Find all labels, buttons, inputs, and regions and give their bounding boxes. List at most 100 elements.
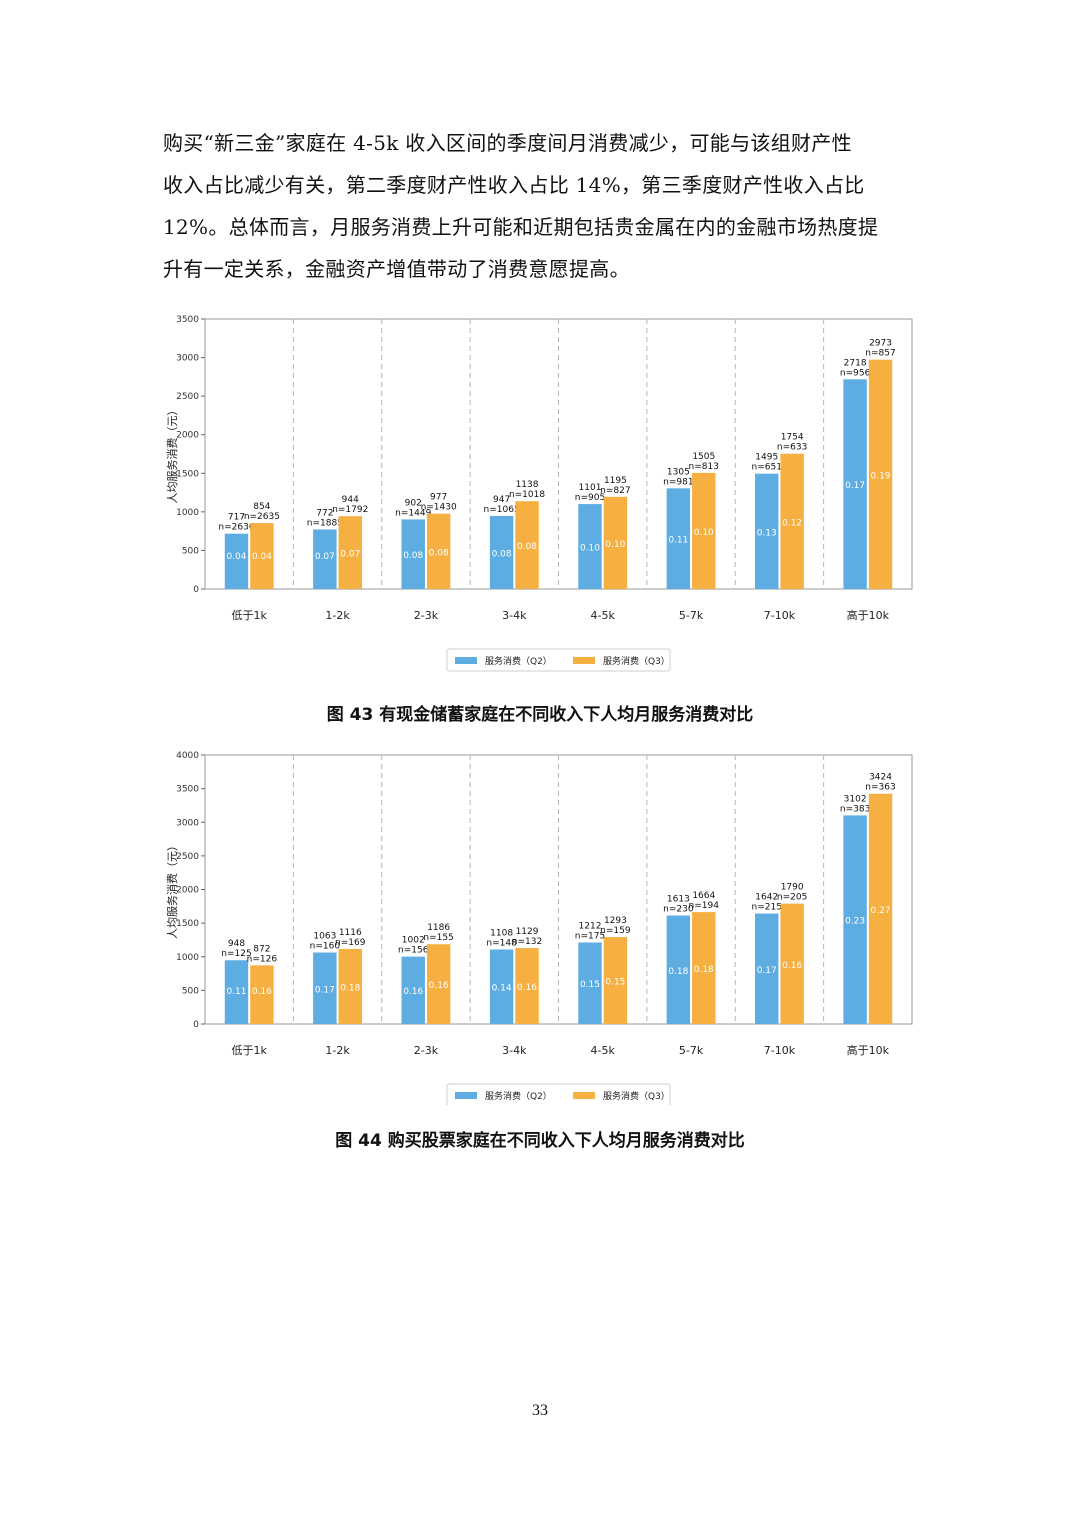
bar-value-label: 1293: [604, 916, 627, 926]
bar-value-label: 1002: [402, 936, 425, 946]
bar-value-label: 1664: [692, 891, 715, 901]
bar-ratio-label: 0.17: [757, 966, 777, 976]
bar-ratio-label: 0.17: [845, 481, 865, 491]
bar: [338, 516, 362, 589]
bar-value-label: 772: [316, 508, 333, 518]
legend-label: 服务消费（Q3）: [603, 655, 670, 667]
bar: [489, 515, 514, 589]
bar-n-label: n=383: [840, 804, 870, 814]
bar-value-label: 977: [430, 493, 447, 503]
y-tick-label: 500: [182, 546, 199, 556]
bar-n-label: n=132: [512, 937, 542, 947]
x-tick-label: 高于10k: [847, 608, 890, 622]
bar-ratio-label: 0.19: [870, 471, 890, 481]
bar-value-label: 948: [228, 939, 245, 949]
bar: [489, 949, 514, 1024]
bar-n-label: n=215: [752, 903, 782, 913]
bar-n-label: n=1430: [421, 503, 457, 513]
y-tick-label: 1000: [176, 953, 199, 963]
bar-ratio-label: 0.07: [340, 550, 360, 560]
figure-caption: 图 43 有现金储蓄家庭在不同收入下人均月服务消费对比: [326, 705, 754, 725]
bar-ratio-label: 0.16: [782, 961, 802, 971]
bar-ratio-label: 0.08: [403, 551, 423, 561]
bar-n-label: n=813: [689, 462, 719, 472]
bar-ratio-label: 0.16: [517, 983, 537, 993]
bar-value-label: 1063: [313, 932, 336, 942]
bar-n-label: n=1792: [332, 505, 368, 515]
y-tick-label: 2000: [176, 431, 199, 441]
bar-ratio-label: 0.10: [694, 528, 714, 538]
bar-ratio-label: 0.07: [315, 552, 335, 562]
y-tick-label: 1500: [176, 919, 199, 929]
bar-n-label: n=2636: [218, 523, 254, 533]
x-tick-label: 3-4k: [502, 1044, 527, 1057]
bar: [868, 359, 893, 589]
bar-ratio-label: 0.13: [757, 528, 777, 538]
y-axis-label: 人均服务消费（元）: [165, 405, 179, 504]
bar-n-label: n=230: [663, 905, 694, 915]
paragraph-line: 12%。总体而言，月服务消费上升可能和近期包括贵金属在内的金融市场热度提: [163, 215, 879, 239]
bar-n-label: n=205: [777, 893, 807, 903]
legend-swatch: [573, 1092, 595, 1099]
bar-n-label: n=651: [752, 463, 782, 473]
legend-box: [446, 1083, 671, 1105]
bar-ratio-label: 0.23: [845, 917, 865, 927]
bar-value-label: 1195: [604, 476, 627, 486]
x-tick-label: 高于10k: [847, 1043, 890, 1057]
y-axis-label: 人均服务消费（元）: [165, 840, 179, 939]
bar-n-label: n=126: [247, 954, 278, 964]
bar-value-label: 2718: [844, 358, 867, 368]
bar: [755, 913, 779, 1024]
x-tick-label: 低于1k: [232, 609, 268, 622]
bar-value-label: 1305: [667, 467, 690, 477]
bar: [780, 453, 804, 589]
bar: [401, 519, 425, 589]
bar-value-label: 3102: [844, 794, 867, 804]
bar: [578, 942, 602, 1024]
y-tick-label: 4000: [176, 751, 199, 761]
bar-n-label: n=125: [221, 949, 251, 959]
x-tick-label: 4-5k: [591, 609, 616, 622]
y-tick-label: 3000: [176, 354, 199, 364]
bar-n-label: n=194: [689, 901, 720, 911]
bar-n-label: n=160: [310, 942, 341, 952]
bar-value-label: 1613: [667, 895, 690, 905]
chart-svg: 0 500 1000 1500 2000 2500 3000 3500 4000 人均服务消费（元…: [165, 751, 913, 1105]
bar-n-label: n=159: [600, 926, 631, 936]
bar-n-label: n=633: [777, 443, 807, 453]
paragraph-line: 购买“新三金”家庭在 4-5k 收入区间的季度间月消费减少，可能与该组财产性: [163, 131, 852, 155]
y-tick-label: 2500: [176, 852, 199, 862]
body-paragraph: 购买“新三金”家庭在 4-5k 收入区间的季度间月消费减少，可能与该组财产性 收…: [163, 122, 923, 290]
bar-value-label: 1129: [516, 927, 539, 937]
bar: [868, 793, 893, 1024]
figure-caption: 图 44 购买股票家庭在不同收入下人均月服务消费对比: [335, 1131, 745, 1151]
bar: [780, 903, 804, 1024]
bar-value-label: 1790: [781, 883, 804, 893]
bar: [755, 473, 779, 589]
bar-ratio-label: 0.18: [340, 983, 360, 993]
chart-svg: 0 500 1000 1500 2000 2500 3000 3500 人均服务消费（元） 低于1…: [165, 315, 913, 672]
page-number: 33: [532, 1402, 548, 1419]
bar: [313, 952, 337, 1024]
legend: 服务消费（Q2） 服务消费（Q3）: [446, 1083, 671, 1105]
y-tick-label: 0: [193, 1020, 199, 1030]
y-tick-label: 2500: [176, 392, 199, 402]
y-tick-label: 0: [193, 585, 199, 595]
bar-n-label: n=2635: [244, 512, 280, 522]
legend-label: 服务消费（Q3）: [603, 1090, 670, 1102]
bar: [843, 379, 867, 589]
paragraph-line: 收入占比减少有关，第二季度财产性收入占比 14%，第三季度财产性收入占比: [163, 173, 865, 197]
bar: [692, 472, 716, 589]
x-tick-label: 5-7k: [679, 1044, 704, 1057]
bar: [515, 501, 539, 589]
legend: 服务消费（Q2） 服务消费（Q3）: [446, 648, 671, 672]
x-tick-label: 低于1k: [232, 1044, 268, 1057]
bar-ratio-label: 0.16: [252, 987, 272, 997]
chart-savings-households: 0 500 1000 1500 2000 2500 3000 3500 人均服务消费（元） 低于1…: [160, 305, 920, 675]
bar-ratio-label: 0.18: [668, 967, 688, 977]
bar-ratio-label: 0.04: [226, 552, 246, 562]
bar: [401, 956, 425, 1024]
bar-value-label: 1108: [490, 928, 513, 938]
bar-n-label: n=857: [865, 349, 895, 359]
x-tick-label: 5-7k: [679, 609, 704, 622]
